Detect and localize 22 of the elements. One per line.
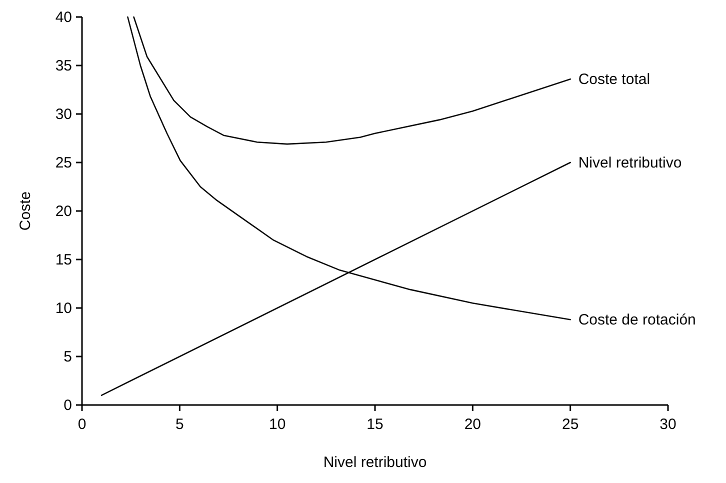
y-tick-label: 5 [64, 348, 72, 366]
x-tick-label: 10 [268, 416, 286, 433]
y-tick-label: 10 [55, 300, 72, 317]
x-axis-title: Nivel retributivo [323, 454, 427, 471]
x-tick-label: 25 [562, 416, 579, 433]
x-tick-label: 20 [464, 416, 482, 433]
y-tick-label: 20 [55, 203, 72, 220]
y-tick-label: 35 [55, 58, 72, 74]
y-tick-label: 0 [64, 397, 72, 414]
y-tick-label: 40 [55, 9, 72, 26]
x-tick-label: 30 [660, 416, 676, 433]
y-axis-title: Coste [17, 191, 34, 231]
y-tick-label: 15 [55, 252, 72, 268]
series-label: Coste total [578, 71, 650, 88]
x-tick-label: 0 [78, 416, 86, 433]
y-tick-label: 25 [55, 154, 72, 172]
series-label: Coste de rotación [578, 312, 696, 329]
series-label: Nivel retributivo [578, 154, 682, 172]
line-series [133, 16, 571, 145]
x-tick-label: 15 [366, 416, 384, 433]
y-tick-label: 30 [55, 106, 72, 123]
x-tick-label: 5 [175, 416, 184, 433]
